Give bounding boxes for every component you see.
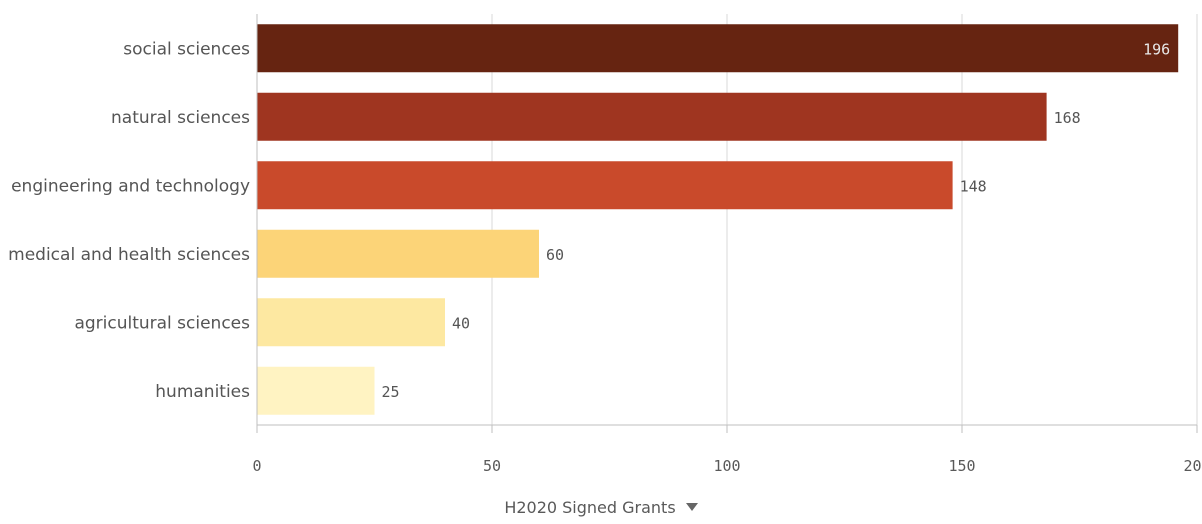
- bar[interactable]: [257, 366, 375, 415]
- bar[interactable]: [257, 298, 445, 347]
- category-label: medical and health sciences: [8, 245, 250, 265]
- category-label: natural sciences: [111, 108, 250, 128]
- data-label: 60: [546, 246, 564, 264]
- bar[interactable]: [257, 161, 953, 210]
- axis-layer: 0 50 100 150 200: [252, 14, 1202, 475]
- grid-layer: [491, 14, 1198, 425]
- category-label: humanities: [155, 382, 250, 402]
- category-label: engineering and technology: [11, 176, 250, 196]
- data-label: 40: [452, 314, 470, 332]
- data-label: 25: [382, 383, 400, 401]
- dropdown-caret-icon: [685, 502, 698, 511]
- bar[interactable]: [257, 229, 539, 278]
- bar[interactable]: [257, 92, 1047, 141]
- x-axis-title-dropdown[interactable]: H2020 Signed Grants: [0, 498, 1202, 517]
- data-label: 148: [960, 177, 987, 195]
- x-axis-title: H2020 Signed Grants: [504, 498, 676, 517]
- x-tick-label: 200: [1183, 457, 1202, 475]
- bar-layer: [257, 24, 1179, 415]
- x-tick-label: 50: [483, 457, 501, 475]
- x-tick-label: 0: [252, 457, 261, 475]
- data-label: 196: [1143, 40, 1170, 58]
- category-label: social sciences: [123, 39, 250, 59]
- x-tick-label: 100: [713, 457, 740, 475]
- category-label: agricultural sciences: [74, 313, 250, 333]
- x-tick-label: 150: [948, 457, 975, 475]
- bar[interactable]: [257, 24, 1179, 73]
- data-label: 168: [1054, 109, 1081, 127]
- label-layer: social sciences 196 natural sciences 168 eng…: [8, 39, 1170, 402]
